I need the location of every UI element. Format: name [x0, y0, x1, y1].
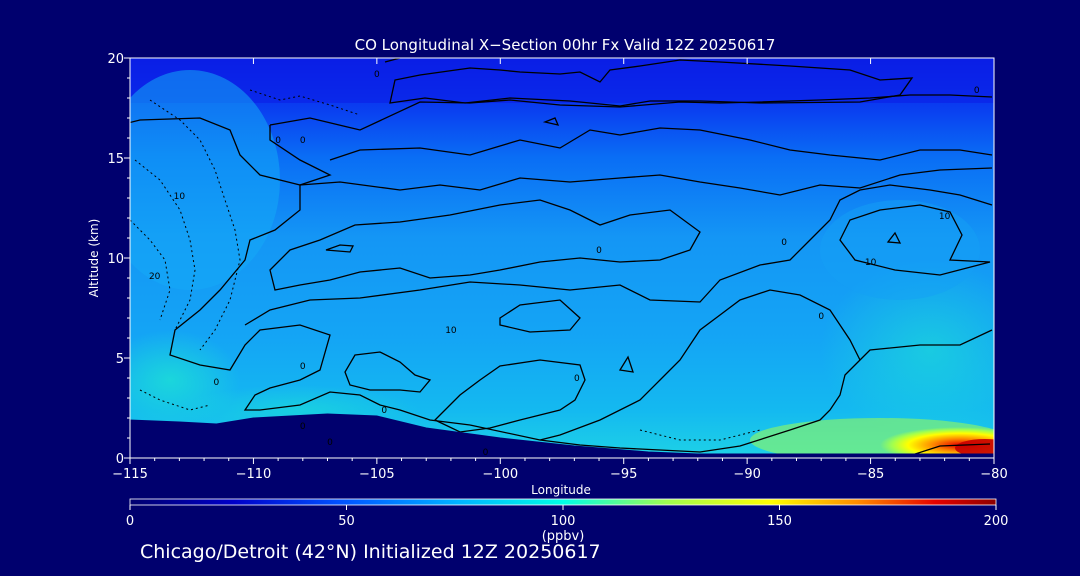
x-tick-label: −90	[733, 467, 760, 482]
concentration-field	[130, 58, 994, 458]
contour-label: 0	[974, 86, 980, 96]
contour-label: 0	[275, 136, 281, 146]
contour-label: 0	[300, 422, 306, 432]
x-tick-label: −110	[236, 467, 272, 482]
colorbar-ticks: 0 50 100 150 200	[126, 505, 1009, 529]
colorbar-tick-label: 150	[767, 514, 792, 529]
colorbar-tick-label: 0	[126, 514, 134, 529]
colorbar-unit-label: (ppbv)	[542, 529, 585, 544]
x-tick-label: −85	[857, 467, 884, 482]
contour-labels: 0 0 0 0 0 0 0 10 0 0 0 10 10 0 0 10 20 0 0	[149, 70, 980, 458]
axes: −115 −110 −105 −100 −95 −90 −85 −80 0 5 10 15 20	[107, 52, 1007, 482]
x-tick-label: −95	[610, 467, 637, 482]
contour-label: 0	[483, 448, 489, 458]
negative-contours	[130, 89, 761, 441]
terrain	[129, 413, 995, 459]
contour-label: 10	[939, 212, 951, 222]
y-tick-label: 0	[116, 452, 124, 467]
contour-label: 0	[300, 362, 306, 372]
contour-label: 0	[374, 70, 380, 80]
contour-label: 0	[781, 238, 787, 248]
footer-caption: Chicago/Detroit (42°N) Initialized 12Z 2…	[140, 541, 601, 563]
contour-label: 0	[214, 378, 220, 388]
x-tick-label: −80	[980, 467, 1007, 482]
y-axis-label: Altitude (km)	[87, 219, 101, 298]
contour-label: 0	[818, 312, 824, 322]
contour-label: 0	[596, 246, 602, 256]
contour-lines	[130, 58, 993, 456]
chart-title: CO Longitudinal X−Section 00hr Fx Valid …	[355, 36, 776, 54]
contour-label: 10	[174, 192, 186, 202]
contour-label: 0	[574, 374, 580, 384]
y-tick-label: 15	[107, 152, 124, 167]
contour-label: 10	[445, 326, 457, 336]
y-tick-label: 5	[116, 352, 124, 367]
colorbar-tick-label: 200	[984, 514, 1009, 529]
y-tick-label: 20	[107, 52, 124, 67]
colorbar	[129, 498, 997, 506]
x-tick-label: −100	[482, 467, 518, 482]
colorbar-tick-label: 100	[551, 514, 576, 529]
contour-label: 20	[149, 272, 161, 282]
x-tick-label: −105	[359, 467, 395, 482]
colorbar-tick-label: 50	[338, 514, 355, 529]
contour-label: 0	[300, 136, 306, 146]
contour-label: 10	[865, 258, 877, 268]
contour-label: 0	[327, 438, 333, 448]
contour-label: 0	[381, 406, 387, 416]
y-tick-label: 10	[107, 252, 124, 267]
x-axis-label: Longitude	[531, 483, 591, 497]
x-tick-label: −115	[112, 467, 148, 482]
